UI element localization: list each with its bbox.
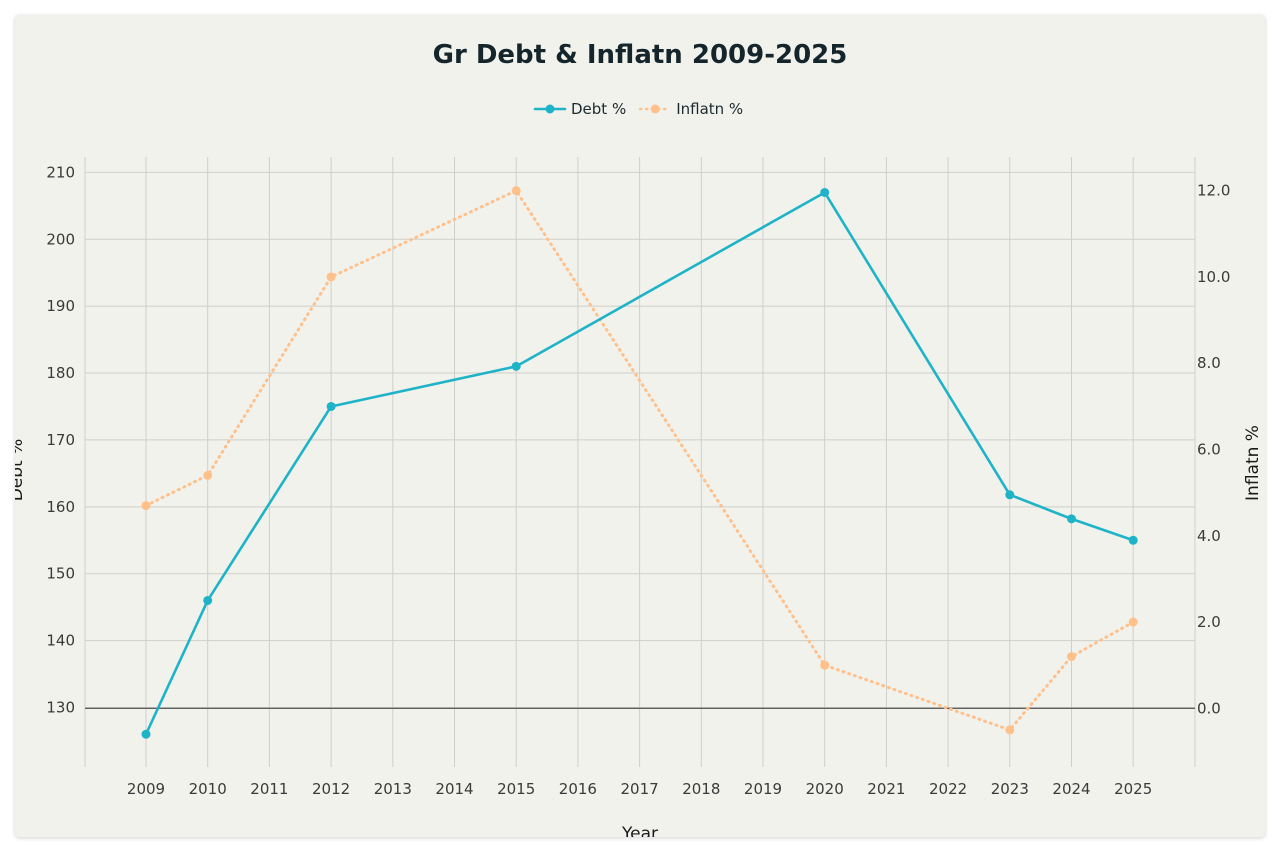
legend: Debt % Inflatn %	[533, 100, 743, 118]
y2-tick-label: 4.0	[1197, 527, 1221, 545]
data-point[interactable]	[820, 660, 830, 670]
y-tick-label: 180	[46, 364, 75, 382]
x-tick-label: 2009	[127, 780, 165, 798]
data-point[interactable]	[1128, 617, 1138, 627]
data-point[interactable]	[1005, 725, 1015, 735]
legend-label[interactable]: Inflatn %	[676, 100, 743, 118]
y-tick-label: 150	[46, 565, 75, 583]
y2-tick-label: 8.0	[1197, 354, 1221, 372]
series	[141, 186, 1138, 739]
x-tick-label: 2025	[1114, 780, 1152, 798]
y2-tick-label: 6.0	[1197, 440, 1221, 458]
data-point[interactable]	[326, 401, 336, 411]
x-tick-label: 2014	[435, 780, 473, 798]
series-line	[144, 191, 1135, 736]
y2-axis-title: Inflatn %	[1243, 425, 1263, 501]
x-tick-label: 2017	[621, 780, 659, 798]
x-tick-label: 2024	[1052, 780, 1090, 798]
legend-label[interactable]: Debt %	[571, 100, 626, 118]
series-line	[144, 189, 1135, 732]
x-tick-label: 2011	[250, 780, 288, 798]
y-tick-label: 170	[46, 431, 75, 449]
x-tick-label: 2012	[312, 780, 350, 798]
data-point[interactable]	[1067, 652, 1076, 662]
data-point[interactable]	[141, 729, 151, 739]
x-tick-label: 2021	[867, 780, 905, 798]
chart-card: Gr Debt & Inflatn 2009-2025 Debt % Inflat…	[15, 15, 1265, 837]
x-tick-label: 2018	[682, 780, 720, 798]
x-tick-label: 2019	[744, 780, 782, 798]
y-tick-label: 210	[46, 163, 75, 181]
y2-tick-label: 12.0	[1197, 182, 1230, 200]
y2-tick-label: 2.0	[1197, 613, 1221, 631]
y-tick-label: 200	[46, 230, 75, 248]
data-point[interactable]	[1128, 535, 1138, 545]
x-tick-label: 2022	[929, 780, 967, 798]
y-tick-label: 160	[46, 498, 75, 516]
data-point[interactable]	[203, 595, 213, 605]
axes: 2009 2010 2011 2012 2013 2014 2015 2016 2017 2018…	[46, 163, 1230, 798]
y2-tick-label: 10.0	[1197, 268, 1230, 286]
data-point[interactable]	[141, 501, 151, 511]
y2-tick-label: 0.0	[1197, 699, 1221, 717]
series-debt	[141, 187, 1138, 739]
line-chart: Gr Debt & Inflatn 2009-2025 Debt % Inflat…	[15, 40, 1263, 837]
data-point[interactable]	[511, 186, 521, 196]
data-point[interactable]	[1067, 514, 1076, 524]
x-axis-title: Year	[621, 824, 658, 837]
data-point[interactable]	[820, 187, 830, 197]
x-tick-label: 2013	[374, 780, 412, 798]
legend-swatch-marker	[545, 104, 555, 114]
chart-title: Gr Debt & Inflatn 2009-2025	[433, 40, 848, 70]
x-tick-label: 2020	[806, 780, 844, 798]
grid	[84, 157, 1196, 767]
data-point[interactable]	[1005, 490, 1015, 500]
data-point[interactable]	[326, 272, 336, 282]
series-inflation	[141, 186, 1138, 735]
y-axis-title: Debt %	[15, 439, 27, 502]
y-tick-label: 130	[46, 698, 75, 716]
x-tick-label: 2023	[991, 780, 1029, 798]
x-tick-label: 2010	[189, 780, 227, 798]
data-point[interactable]	[203, 470, 213, 480]
y-tick-label: 190	[46, 297, 75, 315]
x-tick-label: 2016	[559, 780, 597, 798]
x-tick-label: 2015	[497, 780, 535, 798]
y-tick-label: 140	[46, 632, 75, 650]
legend-swatch-marker	[650, 104, 660, 114]
data-point[interactable]	[511, 361, 521, 371]
